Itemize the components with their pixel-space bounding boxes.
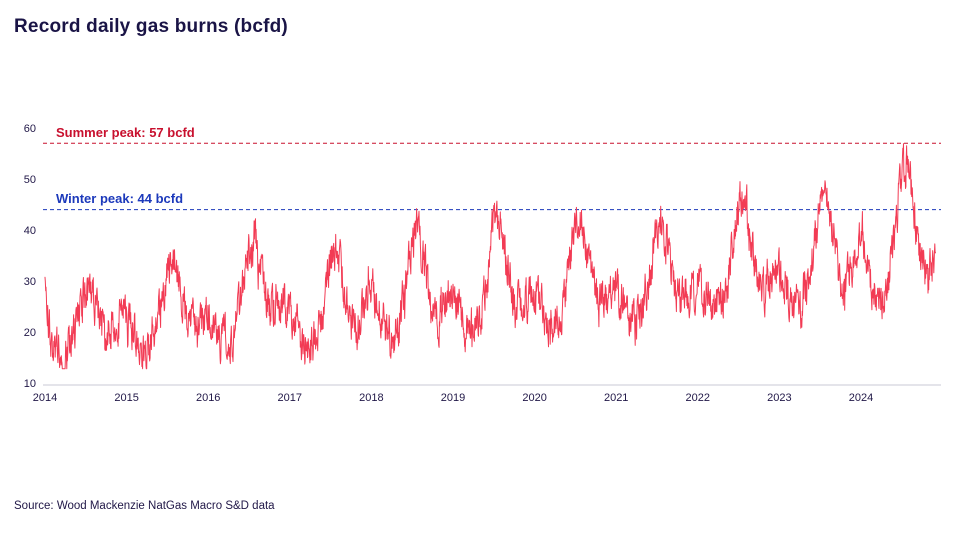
page-title: Record daily gas burns (bcfd) (14, 16, 288, 37)
x-tick-label: 2017 (278, 392, 302, 404)
y-tick-label: 10 (24, 378, 36, 390)
summer-peak-label: Summer peak: 57 bcfd (56, 125, 195, 140)
daily-gas-burns-series (44, 143, 936, 370)
x-tick-label: 2019 (441, 392, 465, 404)
x-tick-label: 2014 (33, 392, 57, 404)
x-tick-label: 2020 (522, 392, 546, 404)
winter-peak-label: Winter peak: 44 bcfd (56, 191, 183, 206)
x-tick-label: 2016 (196, 392, 220, 404)
x-tick-label: 2023 (767, 392, 791, 404)
x-tick-label: 2018 (359, 392, 383, 404)
y-tick-label: 20 (24, 327, 36, 339)
chart-plot-area: 10 20 30 40 50 60 2014 2015 2016 2017 2018 2019 2020… (24, 123, 941, 404)
x-tick-label: 2024 (849, 392, 873, 404)
y-tick-label: 60 (24, 123, 36, 135)
y-tick-label: 50 (24, 174, 36, 186)
x-tick-label: 2015 (114, 392, 138, 404)
source-note: Source: Wood Mackenzie NatGas Macro S&D … (14, 500, 275, 512)
x-tick-label: 2022 (686, 392, 710, 404)
x-tick-label: 2021 (604, 392, 628, 404)
y-tick-label: 40 (24, 225, 36, 237)
y-tick-label: 30 (24, 276, 36, 288)
